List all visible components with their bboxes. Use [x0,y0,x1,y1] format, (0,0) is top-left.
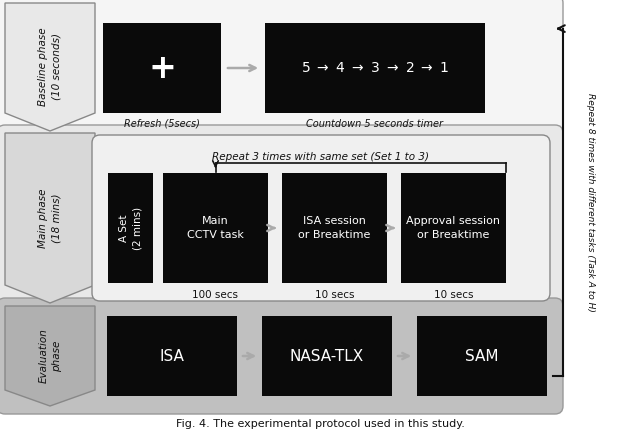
Text: Approval session
or Breaktime: Approval session or Breaktime [406,216,500,240]
Bar [282,173,387,283]
Bar [265,23,485,113]
Text: Baseline phase
(10 seconds): Baseline phase (10 seconds) [38,28,61,106]
Bar [417,316,547,396]
Text: 5 $\rightarrow$ 4 $\rightarrow$ 3 $\rightarrow$ 2 $\rightarrow$ 1: 5 $\rightarrow$ 4 $\rightarrow$ 3 $\righ… [301,61,449,75]
Text: ISA: ISA [159,348,184,364]
Text: 10 secs: 10 secs [434,290,473,300]
FancyBboxPatch shape [0,0,563,139]
Text: Repeat 3 times with same set (Set 1 to 3): Repeat 3 times with same set (Set 1 to 3… [212,152,429,162]
Text: Evaluation
phase: Evaluation phase [38,329,61,383]
Bar [163,173,268,283]
Polygon shape [5,3,95,131]
Text: Repeat 8 times with different tasks (Task A to H): Repeat 8 times with different tasks (Tas… [586,93,595,312]
Polygon shape [5,306,95,406]
Text: 100 secs: 100 secs [193,290,239,300]
Polygon shape [5,133,95,303]
Text: Fig. 4. The experimental protocol used in this study.: Fig. 4. The experimental protocol used i… [175,419,465,429]
FancyBboxPatch shape [0,298,563,414]
Text: A Set
(2 mins): A Set (2 mins) [119,206,142,249]
Bar [108,173,153,283]
Text: 10 secs: 10 secs [315,290,355,300]
Text: NASA-TLX: NASA-TLX [290,348,364,364]
FancyBboxPatch shape [0,125,563,311]
Bar [262,316,392,396]
Text: +: + [148,51,176,85]
Text: Countdown 5 seconds timer: Countdown 5 seconds timer [307,119,444,129]
FancyBboxPatch shape [92,135,550,301]
Text: Refresh (5secs): Refresh (5secs) [124,119,200,129]
Bar [107,316,237,396]
Text: Main phase
(18 mins): Main phase (18 mins) [38,188,61,248]
Bar [401,173,506,283]
Bar [103,23,221,113]
Text: Main
CCTV task: Main CCTV task [187,216,244,240]
Text: SAM: SAM [465,348,499,364]
Text: ISA session
or Breaktime: ISA session or Breaktime [298,216,371,240]
